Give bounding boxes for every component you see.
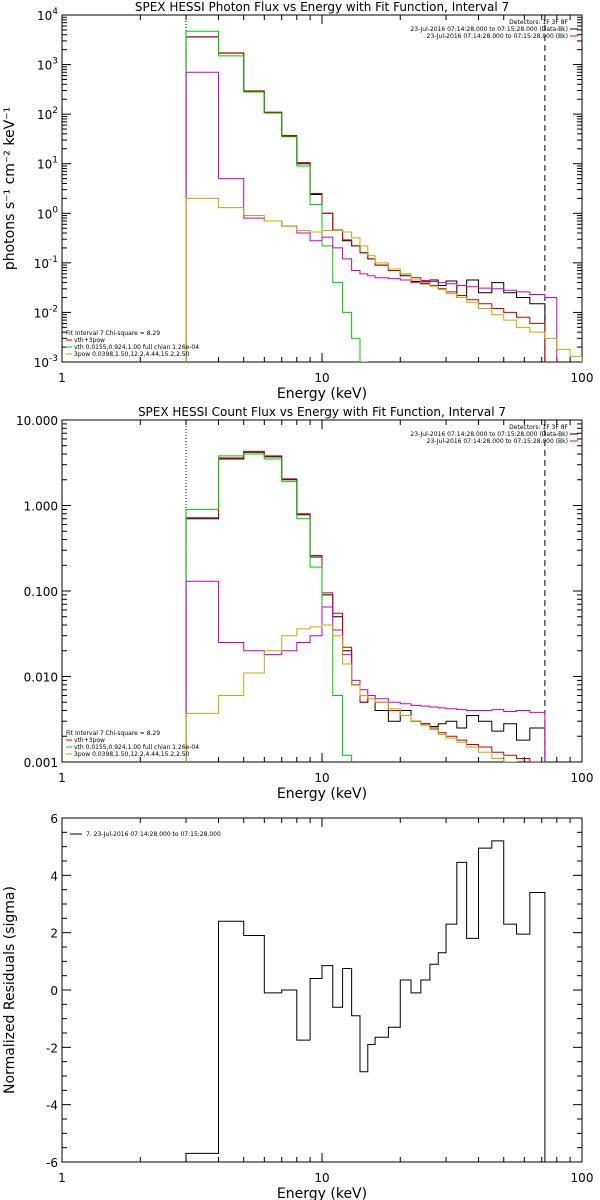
y-tick-label: 10-1: [34, 255, 58, 271]
legend-bottom-entry: Fit Interval 7 Chi-square = 8.29: [66, 330, 160, 337]
series-line-0: [185, 451, 546, 762]
y-tick-label: -2: [46, 1041, 58, 1055]
series-line-2: [185, 453, 353, 762]
count-flux-panel: SPEX HESSI Count Flux vs Energy with Fit…: [16, 405, 593, 802]
y-tick-label: 10-3: [34, 354, 58, 370]
y-tick-label: 10-2: [34, 304, 58, 320]
legend-top-entry: 23-Jul-2016 07:14:28.000 to 07:15:28.000…: [410, 431, 568, 438]
y-tick-label: 0.001: [24, 756, 58, 770]
x-tick-label: 10: [314, 1171, 329, 1185]
chart-title: SPEX HESSI Count Flux vs Energy with Fit…: [138, 405, 506, 419]
legend-bottom-entry: 3pow 0.0398,1.50,12.2,4.44,15.2,2.50: [74, 751, 190, 758]
legend-entry: 7. 23-Jul-2016 07:14:28.000 to 07:15:28.…: [86, 831, 221, 838]
photon-flux-panel: SPEX HESSI Photon Flux vs Energy with Fi…: [2, 0, 593, 402]
x-axis-label: Energy (keV): [277, 1186, 367, 1200]
y-tick-label: 102: [37, 106, 58, 122]
series-group: [185, 840, 546, 1162]
legend-bottom-entry: vth+3pow: [74, 337, 105, 344]
legend-bottom-entry: Fit Interval 7 Chi-square = 8.29: [66, 730, 160, 737]
series-line-0: [185, 36, 546, 362]
y-tick-label: 6: [50, 812, 58, 826]
x-tick-label: 1: [58, 371, 66, 385]
x-axis-label: Energy (keV): [277, 786, 367, 802]
y-tick-label: 100: [37, 205, 58, 221]
series-line-1: [185, 450, 545, 762]
x-tick-label: 100: [571, 771, 594, 785]
x-axis-label: Energy (keV): [277, 386, 367, 402]
series-line-3: [185, 71, 558, 362]
y-tick-label: 0.100: [24, 585, 58, 599]
x-tick-label: 100: [571, 1171, 594, 1185]
y-tick-label: 4: [50, 869, 58, 883]
x-tick-label: 100: [571, 371, 594, 385]
series-line-4: [185, 624, 517, 762]
y-tick-label: 2: [50, 927, 58, 941]
series-line-3: [185, 580, 546, 762]
x-tick-label: 1: [58, 771, 66, 785]
x-tick-label: 10: [314, 371, 329, 385]
y-tick-label: 0.010: [24, 671, 58, 685]
x-tick-label: 1: [58, 1171, 66, 1185]
series-line-2: [185, 30, 368, 362]
y-tick-label: 0: [50, 984, 58, 998]
legend-top-entry: 23-Jul-2016 07:14:28.000 to 07:15:28.000…: [427, 33, 568, 40]
legend-top-entry: Detectors: 1F 3F 8F: [509, 424, 568, 431]
y-tick-label: 101: [37, 156, 58, 172]
x-tick-label: 10: [314, 771, 329, 785]
series-group: [185, 450, 546, 762]
legend-bottom-entry: 3pow 0.0398,1.50,12.2,4.44,15.2,2.50: [74, 351, 190, 358]
series-line-1: [185, 36, 546, 362]
series-line-0: [185, 840, 546, 1162]
legend-bottom-entry: vth+3pow: [74, 737, 105, 744]
y-tick-label: 10.000: [16, 414, 58, 428]
series-group: [185, 30, 582, 362]
y-axis-label: Normalized Residuals (sigma): [2, 886, 18, 1094]
legend-bottom-entry: vth 0.0155,0.924,1.00 full chian 1.26e-0…: [74, 344, 199, 351]
legend-top-entry: 23-Jul-2016 07:14:28.000 to 07:15:28.000…: [410, 26, 568, 33]
y-tick-label: 103: [37, 57, 58, 73]
y-tick-label: 104: [37, 7, 58, 23]
legend-bottom-entry: vth 0.0155,0.924,1.00 full chian 1.26e-0…: [74, 744, 199, 751]
y-tick-label: -4: [46, 1099, 58, 1113]
residuals-panel: 1 10 100 Energy (keV) -6 -4 -2 0 2 4 6 Normalized R…: [2, 812, 593, 1200]
series-line-4: [185, 197, 582, 362]
y-tick-label: -6: [46, 1156, 58, 1170]
y-axis-label: photons s⁻¹ cm⁻² keV⁻¹: [2, 107, 18, 270]
legend-top-entry: 23-Jul-2016 07:14:28.000 to 07:15:28.000…: [427, 438, 568, 445]
y-tick-label: 1.000: [24, 500, 58, 514]
legend-top-entry: Detectors: 1F 3F 8F: [509, 19, 568, 26]
chart-title: SPEX HESSI Photon Flux vs Energy with Fi…: [135, 0, 509, 14]
